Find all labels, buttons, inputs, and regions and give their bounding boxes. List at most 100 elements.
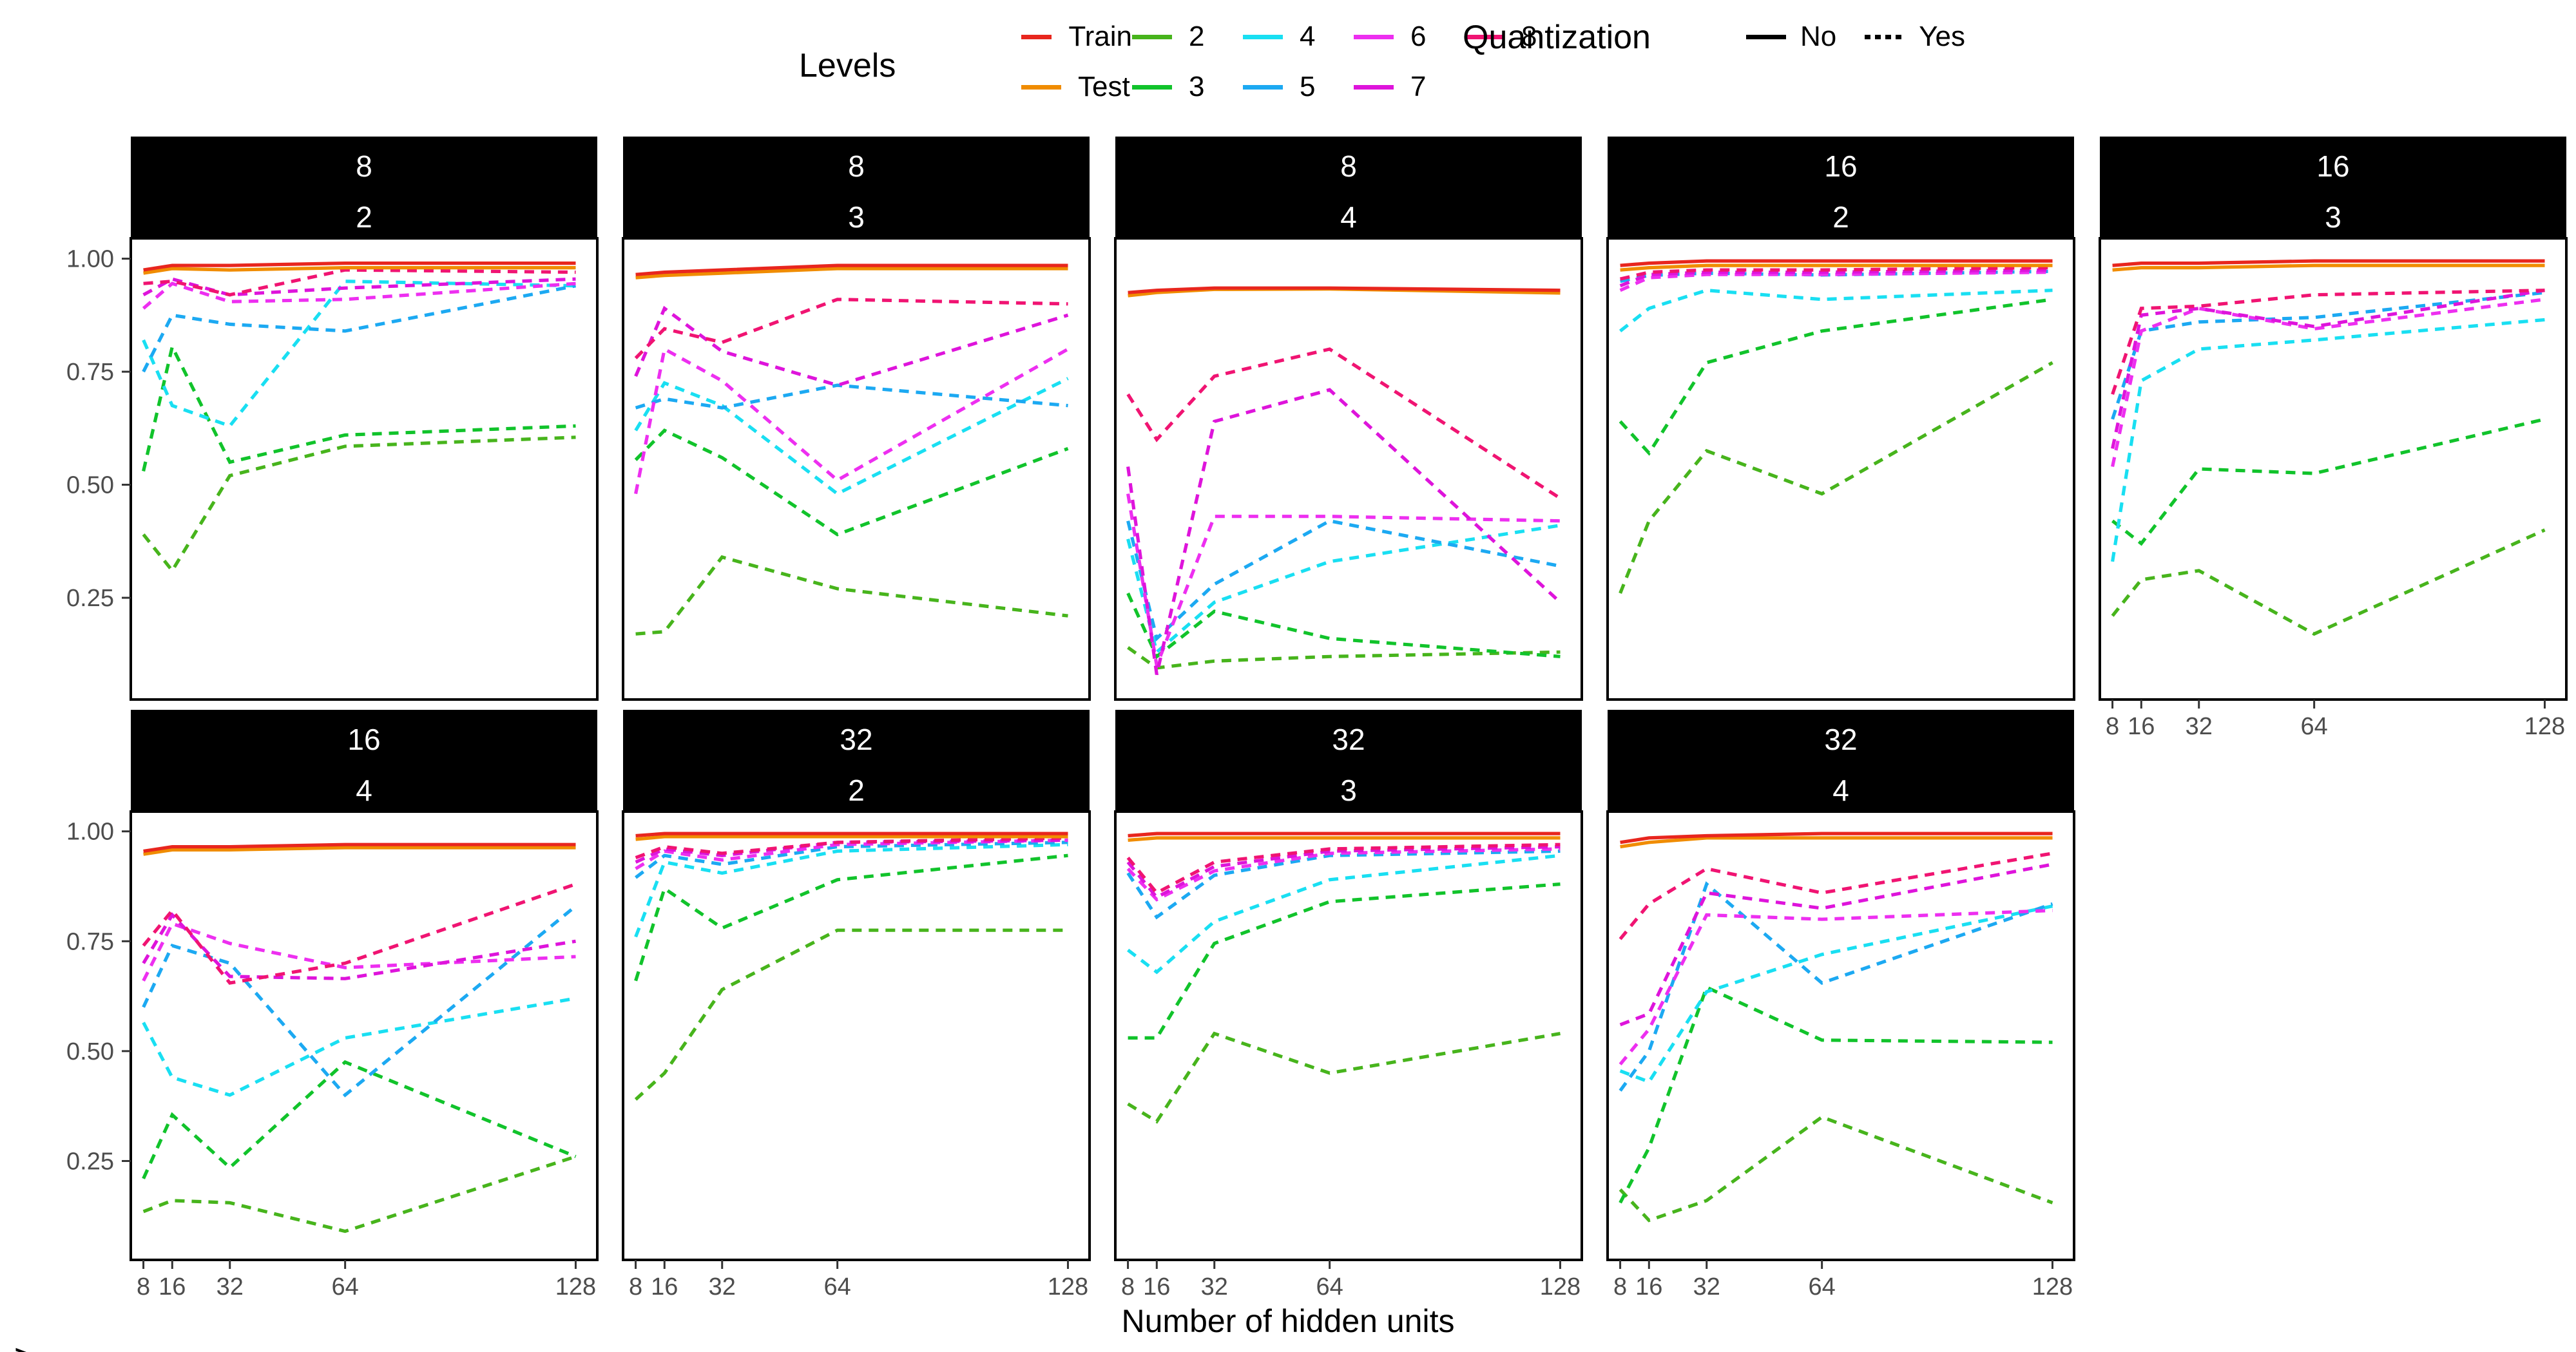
facet-plot-area — [142, 262, 577, 574]
series-line-train — [1128, 832, 1561, 838]
legend-quantization-yes: Yes — [1865, 21, 1965, 53]
legend-item-label: 4 — [1300, 21, 1316, 52]
series-line-8 — [1619, 852, 2053, 940]
legend-item-2: 2 — [1132, 21, 1243, 53]
series-line-3 — [1619, 985, 2053, 1204]
series-line-6 — [1619, 908, 2053, 1066]
legend-item-label: Train — [1068, 21, 1132, 52]
x-tick-label: 64 — [1316, 1273, 1343, 1300]
facet-strip-units-label: 16 — [1824, 149, 1857, 183]
legend-key-swatch — [1243, 84, 1283, 90]
x-tick-label: 128 — [1540, 1273, 1581, 1300]
series-line-test — [1620, 263, 2053, 272]
legend-key-swatch — [1132, 34, 1172, 39]
series-line-8 — [1126, 347, 1561, 500]
panel-border — [622, 810, 1091, 1261]
series-line-7 — [1126, 845, 1561, 900]
series-line-2 — [1619, 361, 2053, 594]
facet-plot-area — [634, 263, 1069, 636]
facet-strip-units-label: 16 — [347, 723, 380, 756]
panel-border — [130, 810, 599, 1261]
series-line-2 — [142, 435, 576, 574]
x-tick-label: 32 — [1693, 1273, 1720, 1300]
series-line-5 — [635, 383, 1068, 410]
facet-plot-area — [1126, 286, 1562, 675]
series-line-3 — [634, 428, 1069, 537]
x-tick-label: 128 — [555, 1273, 596, 1300]
series-line-test — [635, 835, 1068, 841]
series-line-8 — [143, 268, 576, 297]
facet-panel-8-4: 84 — [1114, 137, 1583, 701]
series-line-test — [143, 846, 576, 856]
x-tick-label: 64 — [824, 1273, 851, 1300]
series-line-2 — [1619, 1115, 2053, 1223]
series-line-train — [635, 263, 1068, 276]
series-line-train — [143, 262, 576, 272]
series-line-3 — [2111, 417, 2546, 546]
panel-border — [1114, 237, 1583, 701]
series-line-2 — [1127, 646, 1561, 670]
facet-panel-16-4: 16 4 1.00 0.75 0.50 0.25 8 16 32 64 128 — [66, 710, 599, 1300]
legend-quantization-title: Quantization — [1463, 19, 1651, 56]
series-line-train — [143, 843, 576, 853]
series-line-7 — [634, 305, 1069, 387]
series-line-6 — [1126, 493, 1561, 672]
facet-strip-levels-label: 4 — [1832, 774, 1849, 807]
series-line-4 — [1619, 289, 2053, 332]
facet-plot-area — [142, 843, 577, 1233]
series-line-8 — [634, 298, 1068, 359]
facet-plot-area — [1126, 832, 1561, 1124]
series-line-4 — [2111, 318, 2545, 562]
series-line-4 — [1126, 524, 1561, 656]
x-tick-label: 16 — [159, 1273, 186, 1300]
series-line-7 — [635, 838, 1068, 864]
series-line-2 — [634, 928, 1068, 1101]
legend-item-label: 7 — [1410, 71, 1427, 102]
series-line-2 — [142, 1155, 577, 1233]
series-line-8 — [1620, 266, 2053, 281]
y-tick-label: 0.75 — [66, 928, 114, 955]
series-line-6 — [2111, 298, 2545, 468]
x-tick-label: 128 — [2032, 1273, 2073, 1300]
x-tick-label: 128 — [2524, 713, 2565, 740]
x-tick-label: 64 — [2301, 713, 2328, 740]
x-tick-label: 64 — [1809, 1273, 1836, 1300]
series-line-5 — [142, 904, 577, 1098]
facet-strip-units-label: 32 — [840, 723, 872, 756]
x-tick-label: 8 — [2106, 713, 2119, 740]
y-tick-label: 0.25 — [66, 1148, 114, 1175]
facet-strip — [2100, 137, 2566, 238]
series-line-5 — [142, 284, 577, 373]
y-tick-label: 0.75 — [66, 359, 114, 386]
series-line-7 — [1126, 388, 1562, 675]
legend-item-label: 8 — [1521, 21, 1537, 52]
facet-strip-levels-label: 2 — [1832, 200, 1849, 234]
x-tick-label: 8 — [629, 1273, 642, 1300]
legend-item-label: 5 — [1300, 71, 1316, 102]
facet-strip — [131, 137, 597, 238]
series-line-5 — [1126, 519, 1561, 642]
series-line-7 — [142, 277, 576, 297]
series-line-2 — [635, 555, 1068, 636]
x-tick-label: 16 — [2128, 713, 2155, 740]
series-line-3 — [1128, 882, 1561, 1040]
series-line-2 — [2111, 528, 2546, 636]
x-tick-label: 16 — [651, 1273, 678, 1300]
legend-item-6: 6 — [1354, 21, 1465, 53]
legend-item-7: 7 — [1354, 71, 1465, 103]
panel-border — [1114, 810, 1583, 1261]
y-axis-title: Categorical accuracy — [3, 1348, 41, 1352]
series-line-4 — [142, 996, 576, 1097]
facet-strip-units-label: 32 — [1824, 723, 1857, 756]
x-tick-label: 8 — [137, 1273, 150, 1300]
legend-item-5: 5 — [1243, 71, 1354, 103]
series-line-test — [1620, 836, 2053, 849]
series-line-4 — [1127, 853, 1561, 975]
panel-border — [1606, 237, 2075, 701]
series-line-test — [143, 266, 576, 275]
series-line-test — [635, 267, 1068, 280]
x-tick-label: 128 — [1048, 1273, 1088, 1300]
legend-item-label: Yes — [1919, 21, 1966, 52]
facet-plot-area — [1619, 832, 2053, 1223]
